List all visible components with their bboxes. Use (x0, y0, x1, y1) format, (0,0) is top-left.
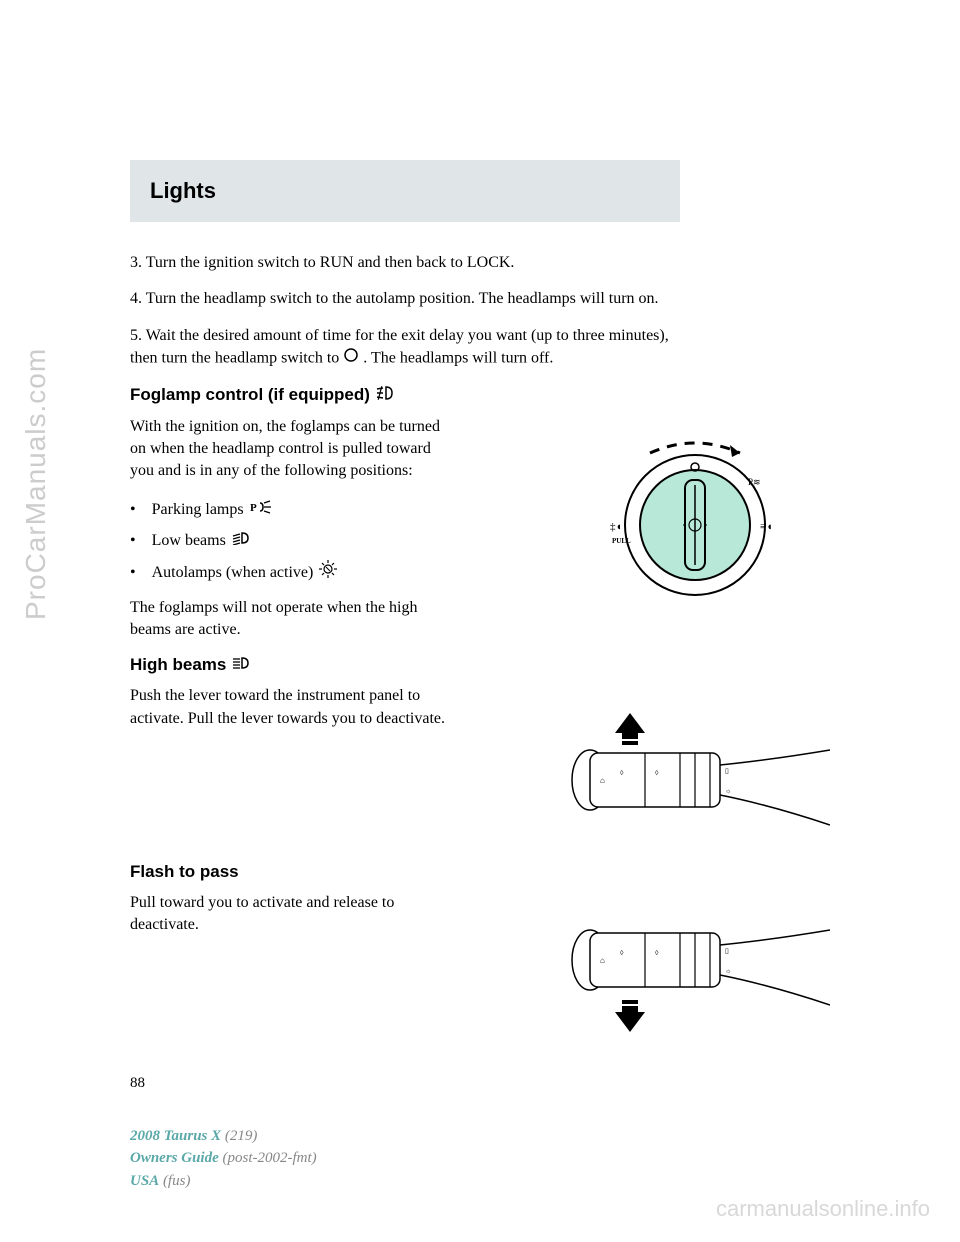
svg-text:◊: ◊ (620, 769, 624, 777)
svg-text:◊: ◊ (655, 769, 659, 777)
section-header: Lights (130, 160, 680, 222)
foglamp-note: The foglamps will not operate when the h… (130, 597, 450, 642)
svg-text:P: P (250, 502, 257, 514)
foglamp-heading: Foglamp control (if equipped) (130, 385, 830, 406)
footer-guide: Owners Guide (130, 1150, 219, 1166)
svg-text:▯: ▯ (725, 767, 729, 775)
high-beams-heading: High beams (130, 655, 830, 675)
section-title: Lights (150, 178, 660, 204)
autolamps-label: Autolamps (when active) (152, 560, 314, 586)
footer-model: 2008 Taurus X (130, 1128, 221, 1144)
off-position-icon (343, 347, 359, 370)
parking-lamps-label: Parking lamps (152, 497, 244, 523)
high-beams-heading-text: High beams (130, 655, 226, 675)
svg-text:⌂: ⌂ (600, 956, 605, 965)
svg-text:P≋: P≋ (748, 477, 761, 487)
flash-text: Pull toward you to activate and release … (130, 892, 450, 937)
lever-flash-illustration: ⌂ ◊ ◊ ▯ ☼ (570, 905, 830, 1045)
foglamp-heading-text: Foglamp control (if equipped) (130, 385, 370, 405)
flash-to-pass-heading: Flash to pass (130, 862, 830, 882)
svg-text:◊: ◊ (620, 949, 624, 957)
footer-guide-code: (post-2002-fmt) (223, 1150, 317, 1166)
watermark-right: carmanualsonline.info (716, 1196, 930, 1222)
svg-text:☼: ☼ (725, 787, 731, 795)
page-number: 88 (130, 1075, 145, 1092)
step-5: 5. Wait the desired amount of time for t… (130, 325, 700, 371)
step-3: 3. Turn the ignition switch to RUN and t… (130, 252, 700, 274)
low-beams-icon (232, 528, 254, 554)
foglamp-intro: With the ignition on, the foglamps can b… (130, 416, 450, 483)
svg-text:☼: ☼ (725, 967, 731, 975)
flash-heading-text: Flash to pass (130, 862, 239, 882)
svg-text:◊: ◊ (655, 949, 659, 957)
step-4: 4. Turn the headlamp switch to the autol… (130, 288, 700, 310)
footer-model-code: (219) (225, 1128, 258, 1144)
parking-lamps-icon: P (250, 497, 272, 523)
foglamp-icon (376, 385, 398, 406)
svg-text:⌂: ⌂ (600, 776, 605, 785)
high-beams-text: Push the lever toward the instrument pan… (130, 685, 450, 730)
watermark-left: ProCarManuals.com (20, 348, 52, 620)
lever-high-beams-illustration: ⌂ ◊ ◊ ▯ ☼ (570, 705, 830, 845)
headlamp-dial-illustration: P≋ ≡◖ ‡◖ PULL (600, 425, 790, 605)
footer: 2008 Taurus X (219) Owners Guide (post-2… (130, 1125, 317, 1193)
footer-region: USA (130, 1173, 159, 1189)
footer-region-code: (fus) (163, 1173, 191, 1189)
svg-text:‡◖: ‡◖ (610, 521, 622, 533)
svg-text:PULL: PULL (612, 537, 631, 545)
high-beams-icon (232, 655, 254, 675)
svg-text:▯: ▯ (725, 947, 729, 955)
svg-text:≡◖: ≡◖ (760, 521, 773, 533)
step-5-text-b: . The headlamps will turn off. (363, 350, 553, 367)
low-beams-label: Low beams (152, 528, 226, 554)
autolamps-icon (319, 560, 337, 587)
